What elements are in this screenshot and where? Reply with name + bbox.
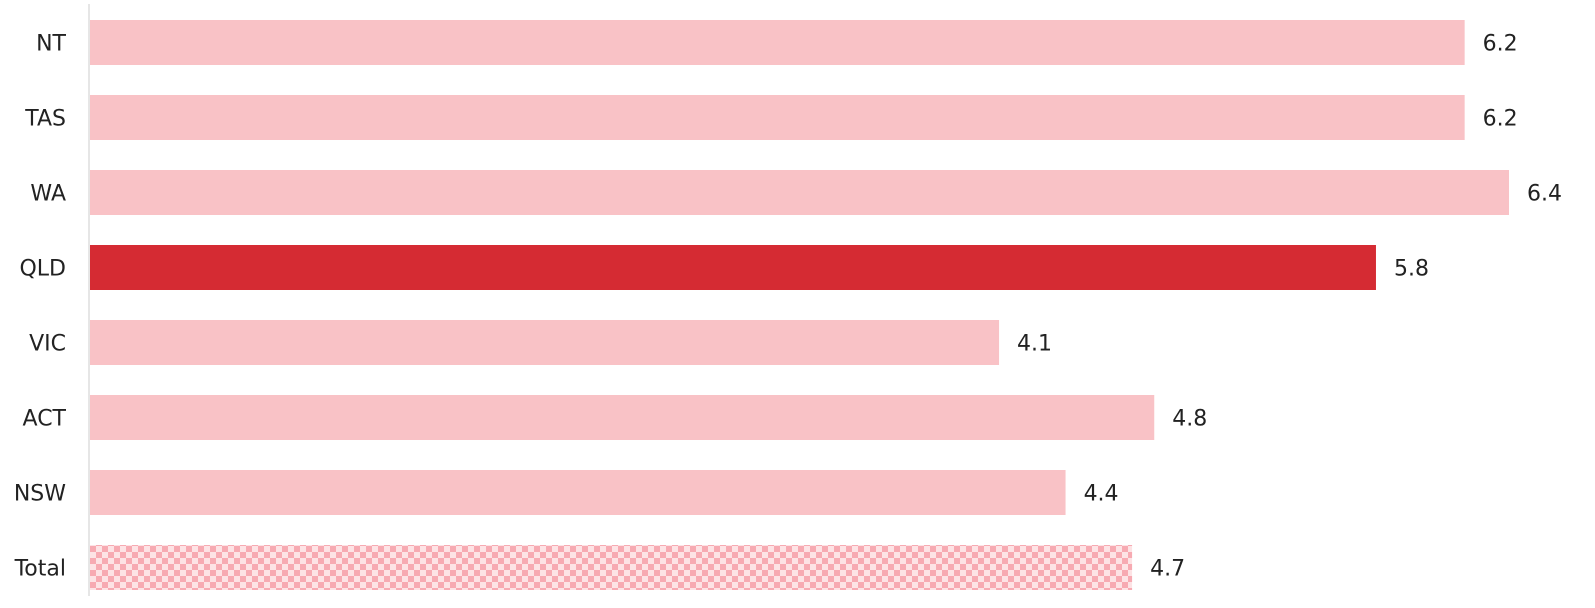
- value-label-vic: 4.1: [1017, 332, 1052, 357]
- value-label-act: 4.8: [1172, 407, 1207, 432]
- bar-act: [90, 395, 1155, 440]
- value-label-qld: 5.8: [1394, 257, 1429, 282]
- category-label-nt: NT: [36, 32, 66, 57]
- category-label-wa: WA: [30, 182, 66, 207]
- bar-nsw: [90, 470, 1066, 515]
- bar-vic: [90, 320, 1000, 365]
- bar-tas: [90, 95, 1465, 140]
- bar-total: [90, 545, 1133, 590]
- bar-nt: [90, 20, 1465, 65]
- bar-wa: [90, 170, 1509, 215]
- category-label-total: Total: [14, 557, 66, 582]
- value-label-nt: 6.2: [1483, 32, 1518, 57]
- category-label-act: ACT: [23, 407, 67, 432]
- bars-group: NT 6.2 TAS 6.2 WA 6.4 QLD 5.8 VIC 4.1 ACT 4.8 NSW 4.4…: [14, 20, 1562, 590]
- value-label-total: 4.7: [1150, 557, 1185, 582]
- category-label-nsw: NSW: [14, 482, 66, 507]
- value-label-tas: 6.2: [1483, 107, 1518, 132]
- category-label-qld: QLD: [19, 257, 66, 282]
- category-label-tas: TAS: [24, 107, 66, 132]
- value-label-nsw: 4.4: [1084, 482, 1119, 507]
- value-label-wa: 6.4: [1527, 182, 1562, 207]
- bar-qld: [90, 245, 1376, 290]
- category-label-vic: VIC: [29, 332, 66, 357]
